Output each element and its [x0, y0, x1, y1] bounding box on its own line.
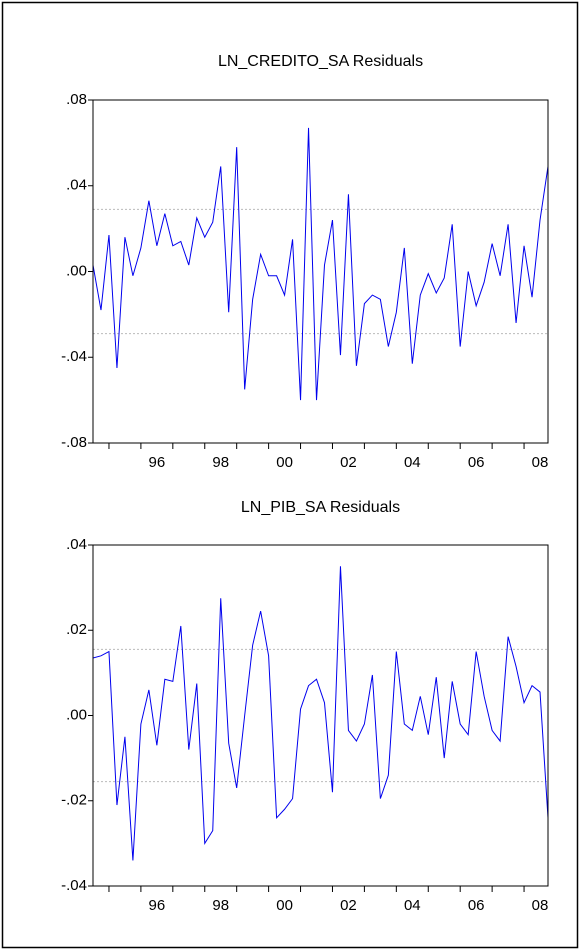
chart-title: LN_PIB_SA Residuals — [241, 499, 400, 516]
y-tick-label: -.08 — [61, 434, 87, 451]
y-tick-label: -.04 — [61, 348, 87, 365]
x-tick-label: 98 — [212, 454, 229, 471]
y-tick-label: .08 — [66, 91, 87, 108]
x-tick-label: 00 — [276, 897, 293, 914]
x-tick-label: 04 — [404, 454, 421, 471]
x-tick-label: 08 — [532, 454, 549, 471]
x-tick-label: 96 — [149, 454, 166, 471]
x-tick-label: 08 — [532, 897, 549, 914]
y-tick-label: -.04 — [61, 877, 87, 894]
x-tick-label: 96 — [149, 897, 166, 914]
y-tick-label: .04 — [66, 177, 87, 194]
y-tick-label: .00 — [66, 262, 87, 279]
y-tick-label: .04 — [66, 536, 87, 553]
x-tick-label: 04 — [404, 897, 421, 914]
y-tick-label: .02 — [66, 621, 87, 638]
x-tick-label: 02 — [340, 897, 357, 914]
x-tick-label: 00 — [276, 454, 293, 471]
line-series — [92, 566, 549, 861]
x-tick-label: 02 — [340, 454, 357, 471]
y-tick-label: .00 — [66, 706, 87, 723]
line-series — [92, 127, 549, 401]
y-tick-label: -.02 — [61, 792, 87, 809]
x-tick-label: 98 — [212, 897, 229, 914]
chart-title: LN_CREDITO_SA Residuals — [218, 53, 423, 70]
x-tick-label: 06 — [468, 454, 485, 471]
x-tick-label: 06 — [468, 897, 485, 914]
